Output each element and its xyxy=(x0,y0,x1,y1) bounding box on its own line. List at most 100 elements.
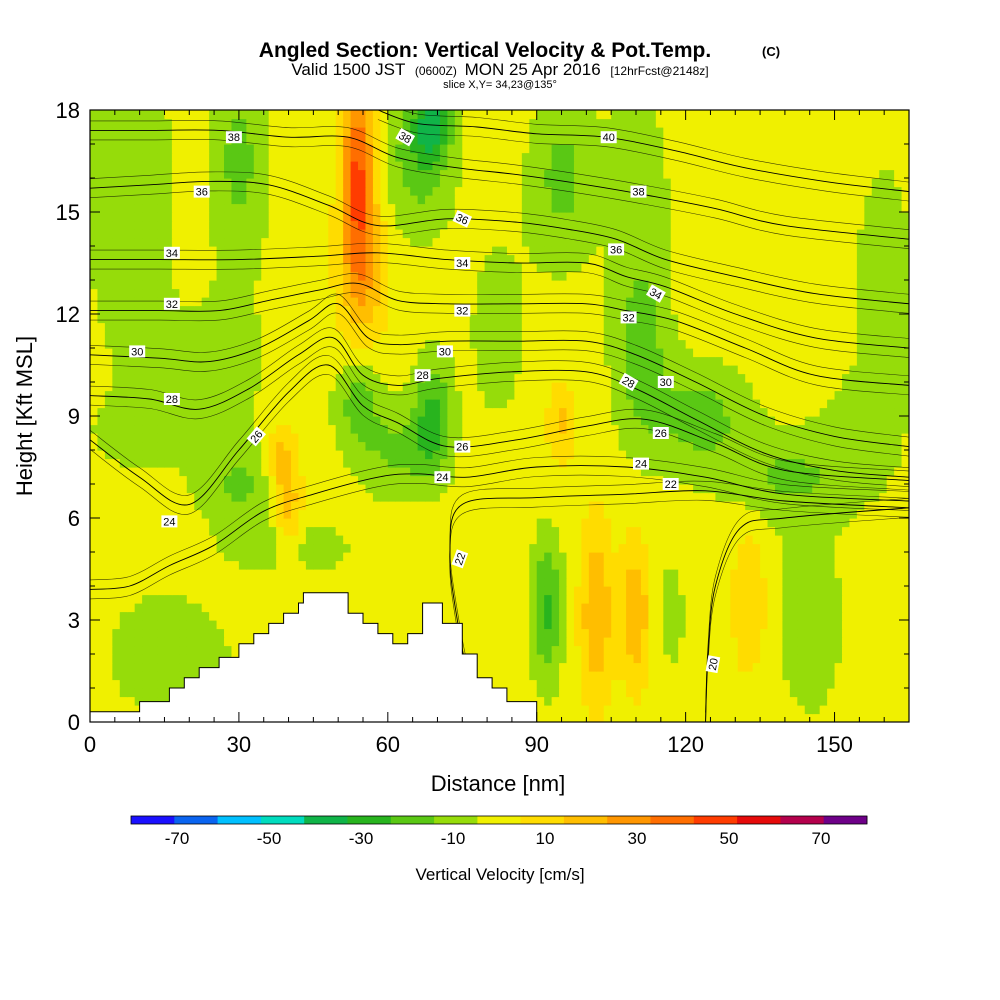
velocity-cell xyxy=(774,577,784,587)
velocity-cell xyxy=(849,543,858,553)
velocity-cell xyxy=(313,552,322,562)
velocity-cell xyxy=(298,509,307,519)
velocity-cell xyxy=(119,518,128,528)
velocity-cell xyxy=(432,416,441,426)
velocity-cell xyxy=(171,662,180,672)
velocity-cell xyxy=(328,365,337,375)
velocity-cell xyxy=(171,654,180,664)
velocity-cell xyxy=(194,475,203,485)
velocity-cell xyxy=(789,441,798,451)
velocity-cell xyxy=(432,594,441,604)
velocity-cell xyxy=(648,356,657,366)
velocity-cell xyxy=(745,501,754,511)
velocity-cell xyxy=(834,373,843,383)
velocity-cell xyxy=(387,603,396,613)
velocity-cell xyxy=(834,569,843,579)
velocity-cell xyxy=(737,543,746,553)
velocity-cell xyxy=(611,713,620,722)
velocity-cell xyxy=(358,586,367,596)
velocity-cell xyxy=(90,390,99,400)
velocity-cell xyxy=(774,543,784,553)
velocity-cell xyxy=(261,526,270,536)
velocity-cell xyxy=(127,416,136,426)
velocity-cell xyxy=(663,518,672,528)
velocity-cell xyxy=(670,348,679,358)
velocity-cell xyxy=(670,611,679,621)
velocity-cell xyxy=(305,467,314,477)
velocity-cell xyxy=(119,450,128,460)
velocity-cell xyxy=(97,365,106,375)
velocity-cell xyxy=(224,433,233,443)
velocity-cell xyxy=(864,628,873,638)
velocity-cell xyxy=(566,586,575,596)
velocity-cell xyxy=(745,552,754,562)
velocity-cell xyxy=(596,467,605,477)
velocity-cell xyxy=(484,662,493,672)
velocity-cell xyxy=(655,390,664,400)
velocity-cell xyxy=(588,348,597,358)
velocity-cell xyxy=(544,416,553,426)
velocity-cell xyxy=(432,484,441,494)
velocity-cell xyxy=(722,416,731,426)
velocity-cell xyxy=(663,654,672,664)
velocity-cell xyxy=(179,390,188,400)
velocity-cell xyxy=(477,671,486,681)
velocity-cell xyxy=(797,475,806,485)
velocity-cell xyxy=(492,501,501,511)
velocity-cell xyxy=(506,637,515,647)
velocity-cell xyxy=(596,382,605,392)
velocity-cell xyxy=(901,509,909,519)
velocity-cell xyxy=(90,654,99,664)
velocity-cell xyxy=(894,586,903,596)
velocity-cell xyxy=(730,441,739,451)
velocity-cell xyxy=(752,356,761,366)
velocity-cell xyxy=(439,492,448,502)
velocity-cell xyxy=(521,492,530,502)
velocity-cell xyxy=(782,705,791,715)
velocity-cell xyxy=(871,484,880,494)
velocity-cell xyxy=(521,526,530,536)
velocity-cell xyxy=(841,560,851,570)
velocity-cell xyxy=(849,645,858,655)
velocity-cell xyxy=(477,424,486,434)
velocity-cell xyxy=(142,637,151,647)
velocity-cell xyxy=(767,543,776,553)
velocity-cell xyxy=(164,492,173,502)
velocity-cell xyxy=(157,365,166,375)
velocity-cell xyxy=(201,424,210,434)
velocity-cell xyxy=(886,526,895,536)
velocity-cell xyxy=(268,526,277,536)
velocity-cell xyxy=(194,569,203,579)
velocity-cell xyxy=(819,467,828,477)
velocity-cell xyxy=(559,705,568,715)
velocity-cell xyxy=(894,560,903,570)
velocity-cell xyxy=(856,433,865,443)
velocity-cell xyxy=(804,348,813,358)
velocity-cell xyxy=(447,535,456,545)
velocity-cell xyxy=(841,373,851,383)
velocity-cell xyxy=(253,339,262,349)
velocity-cell xyxy=(737,433,746,443)
velocity-cell xyxy=(499,365,508,375)
velocity-cell xyxy=(268,339,277,349)
velocity-cell xyxy=(640,492,650,502)
velocity-cell xyxy=(864,713,873,722)
velocity-cell xyxy=(209,484,218,494)
velocity-cell xyxy=(291,535,300,545)
velocity-cell xyxy=(149,509,158,519)
velocity-cell xyxy=(640,450,650,460)
velocity-cell xyxy=(812,424,821,434)
velocity-cell xyxy=(685,407,694,417)
velocity-cell xyxy=(864,620,873,630)
velocity-cell xyxy=(477,543,486,553)
velocity-cell xyxy=(871,535,880,545)
velocity-cell xyxy=(209,390,218,400)
velocity-cell xyxy=(648,518,657,528)
velocity-cell xyxy=(149,552,158,562)
velocity-cell xyxy=(112,594,121,604)
velocity-cell xyxy=(700,654,709,664)
velocity-cell xyxy=(492,458,501,468)
velocity-cell xyxy=(119,382,128,392)
velocity-cell xyxy=(693,705,702,715)
velocity-cell xyxy=(343,467,352,477)
